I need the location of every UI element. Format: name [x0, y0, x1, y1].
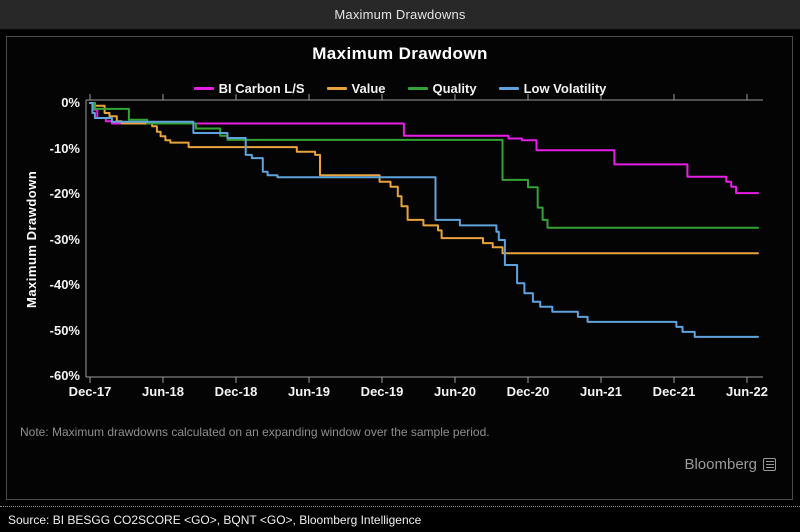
x-tick-label: Jun-20 [434, 384, 476, 399]
y-tick-label: -30% [49, 231, 80, 247]
chart-panel [6, 36, 793, 500]
legend-label-low-volatility: Low Volatility [523, 80, 607, 96]
legend-label-bi-carbon-l-s: BI Carbon L/S [218, 80, 305, 96]
window-title: Maximum Drawdowns [334, 7, 466, 22]
axes [85, 94, 763, 383]
x-tick-label: Dec-17 [68, 384, 112, 399]
chart-title: Maximum Drawdown [312, 44, 488, 63]
legend-item-low-volatility: Low Volatility [498, 80, 607, 96]
x-tick-label: Dec-21 [652, 384, 696, 399]
legend-swatch-bi-carbon-l-s [193, 86, 214, 90]
source-divider [0, 506, 800, 507]
x-tick-label: Dec-19 [360, 384, 404, 399]
bloomberg-logo-text: Bloomberg [684, 456, 757, 473]
legend-label-value: Value [351, 80, 386, 96]
legend-label-quality: Quality [432, 80, 477, 96]
x-tick-label: Jun-21 [580, 384, 622, 399]
legend-swatch-quality [407, 86, 428, 90]
legend-swatch-value [326, 86, 347, 90]
legend: BI Carbon L/S Value Quality Low Volatility [110, 79, 690, 97]
series-line-low-volatility [89, 102, 759, 338]
window-title-bar: Maximum Drawdowns [0, 0, 800, 30]
x-tick-label: Dec-20 [506, 384, 550, 399]
series-lines [89, 102, 759, 338]
x-tick-label: Dec-18 [214, 384, 258, 399]
legend-item-value: Value [326, 80, 386, 96]
legend-item-quality: Quality [407, 80, 477, 96]
brand: Bloomberg [684, 456, 776, 473]
y-tick-label: -60% [49, 368, 80, 383]
x-tick-label: Jun-19 [288, 384, 330, 399]
x-tick-label: Jun-18 [142, 384, 184, 399]
axis-frame [85, 94, 763, 383]
legend-item-bi-carbon-l-s: BI Carbon L/S [193, 80, 305, 96]
y-tick-label: 0% [61, 95, 80, 110]
y-tick-label: -50% [49, 322, 80, 338]
chart-note: Note: Maximum drawdowns calculated on an… [20, 425, 490, 439]
source-text: Source: BI BESGG CO2SCORE <GO>, BQNT <GO… [8, 513, 422, 527]
legend-swatch-low-volatility [498, 86, 519, 90]
y-tick-label: -10% [49, 140, 80, 156]
y-tick-label: -40% [49, 277, 80, 292]
y-tick-label: -20% [49, 186, 80, 201]
bloomberg-terminal-icon [763, 458, 776, 471]
x-tick-label: Jun-22 [726, 384, 768, 399]
